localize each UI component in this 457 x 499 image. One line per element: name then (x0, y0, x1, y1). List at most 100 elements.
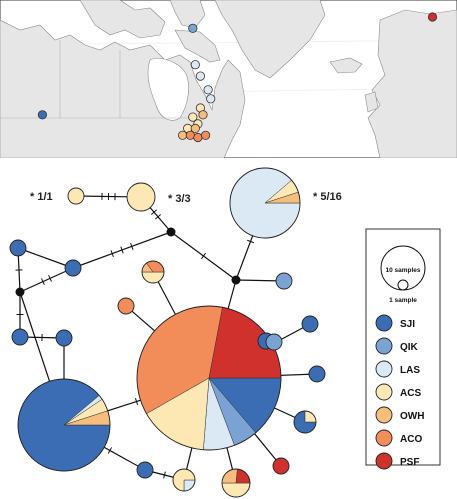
iceland (329, 57, 363, 74)
haplotype-s5-slice-sji (301, 315, 319, 333)
haplotype-a1 (117, 297, 135, 315)
haplotype-s7 (136, 461, 154, 479)
mutation-tick-23-1 (134, 398, 139, 405)
haplotype-h-central (136, 305, 282, 451)
legend: 10 samples 1 sample SJI QIK LAS ACS OWH ACO PS… (365, 228, 441, 470)
mutation-tick-1-2 (155, 214, 161, 220)
haplotype-p1-slice-psf (272, 457, 290, 475)
legend-items: SJI QIK LAS ACS OWH ACO PSF (375, 314, 424, 470)
median-vectors (15, 227, 241, 297)
haplotype-s6-slice-sji (308, 365, 326, 383)
legend-swatch-psf (375, 452, 393, 470)
map-site-owh-11 (190, 123, 200, 133)
haplotype-s4 (55, 329, 73, 347)
mutation-tick-5-1 (41, 278, 45, 285)
haplotype-h-sji-big (17, 378, 111, 472)
haplotype-h-ow-mixed-slice-acs (141, 271, 165, 284)
annotation-1-1: * 1/1 (30, 191, 53, 203)
map-site-owh-10 (198, 110, 208, 120)
legend-swatch-sji (375, 314, 393, 332)
haplotype-q1 (275, 272, 293, 290)
haplotype-nodes (9, 167, 326, 498)
haplotype-h-bottom2-outline (221, 468, 251, 498)
map-site-las-5 (206, 94, 216, 104)
map-site-las-3 (195, 71, 205, 81)
haplotype-h-central-outline (136, 305, 282, 451)
haplotype-network: * 1/1 * 3/3 * 5/16 10 samples 1 sample S… (9, 167, 441, 498)
haplotype-s1-slice-sji (9, 239, 27, 257)
network-edge-3 (17, 247, 74, 269)
legend-label-psf: PSF (400, 457, 419, 468)
arctic-islands (79, 0, 166, 39)
annotation-3-3: * 3/3 (168, 193, 191, 205)
map-site-psf-16 (427, 12, 438, 22)
british-isles (364, 91, 379, 113)
haplotype-h-acs3-slice-acs (126, 182, 156, 212)
map-land (0, 0, 457, 158)
map-sampling-sites (37, 12, 438, 143)
legend-label-owh: OWH (400, 411, 424, 422)
haplotype-h-acs1 (67, 187, 85, 205)
haplotype-s3 (11, 328, 29, 346)
haplotype-h-sji-tr-outline (293, 410, 317, 434)
haplotype-h-sji-big-outline (17, 378, 111, 472)
haplotype-s6 (308, 365, 326, 383)
sampling-map (0, 0, 457, 158)
haplotype-h-las-outline (229, 167, 301, 239)
mutation-tick-10-1 (201, 252, 206, 260)
haplotype-s2 (64, 259, 82, 277)
haplotype-q1-slice-qik (275, 272, 293, 290)
legend-swatch-aco (375, 429, 393, 447)
legend-label-sji: SJI (400, 319, 415, 330)
map-site-acs-7 (188, 112, 198, 122)
legend-swatch-las (375, 360, 393, 378)
haplotype-q2-slice-qik (265, 333, 283, 351)
haplotype-s1 (9, 239, 27, 257)
mutation-tick-25-1 (163, 471, 166, 479)
north-america-landmass (0, 19, 246, 158)
haplotype-h-ow-mixed-outline (141, 260, 165, 284)
map-site-aco-15 (201, 130, 211, 140)
haplotype-h-bottom2-slice-acs (221, 482, 251, 498)
haplotype-h-las (229, 167, 301, 239)
legend-label-las: LAS (400, 365, 420, 376)
legend-label-acs: ACS (400, 388, 421, 399)
mutation-tick-2-2 (120, 246, 124, 254)
legend-size-large-label: 10 samples (385, 267, 420, 274)
haplotype-h-acs3 (126, 182, 156, 212)
haplotype-h-bottom2 (221, 468, 251, 498)
mutation-tick-5-2 (48, 275, 52, 282)
haplotype-h-bottom1-outline (172, 468, 196, 492)
haplotype-h-bottom1 (172, 468, 196, 492)
map-site-aco-13 (185, 130, 195, 140)
haplotype-a1-slice-aco (117, 297, 135, 315)
legend-size-small-label: 1 sample (389, 297, 417, 304)
haplotype-s7-slice-sji (136, 461, 154, 479)
greenland (214, 0, 326, 79)
network-edge-5 (19, 267, 74, 293)
haplotype-p1 (272, 457, 290, 475)
median-vector-m1 (166, 227, 176, 237)
map-site-aco-14 (193, 132, 203, 143)
mutation-tick-11-1 (247, 239, 254, 244)
haplotype-h-sji-tr (293, 410, 317, 434)
baffin-island (174, 29, 221, 63)
mutation-tick-24-2 (107, 447, 113, 454)
map-site-qik-1 (188, 23, 198, 33)
haplotype-q2 (265, 333, 283, 351)
europe (367, 9, 457, 158)
legend-swatch-acs (375, 383, 393, 401)
map-site-owh-12 (178, 130, 188, 140)
legend-label-qik: QIK (400, 342, 419, 353)
map-site-las-2 (190, 60, 200, 70)
legend-swatch-owh (375, 406, 393, 424)
haplotype-h-ow-mixed (141, 260, 165, 284)
haplotype-s2-slice-sji (64, 259, 82, 277)
legend-label-aco: ACO (400, 434, 422, 445)
mutation-tick-2-3 (110, 250, 114, 258)
haplotype-h-acs1-slice-acs (67, 187, 85, 205)
mutation-tick-2-1 (130, 242, 134, 250)
map-borders (0, 40, 195, 119)
legend-swatch-qik (375, 337, 393, 355)
median-vector-m3 (15, 287, 25, 297)
